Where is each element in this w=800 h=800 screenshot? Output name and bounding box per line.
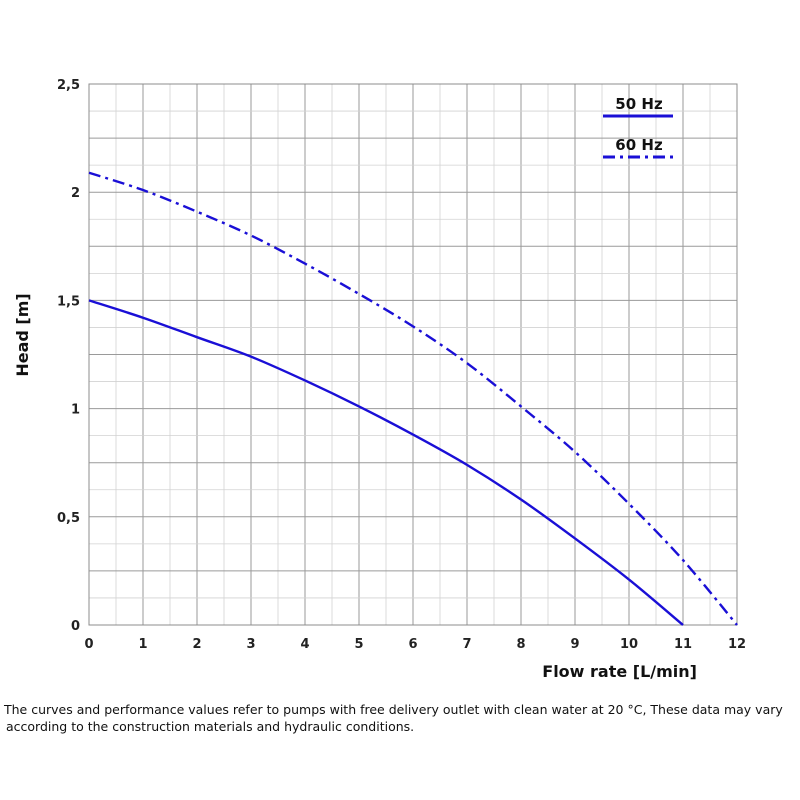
chart-grid (88, 83, 738, 626)
y-tick-label: 0,5 (57, 511, 80, 526)
x-tick-label: 5 (354, 637, 363, 652)
x-tick-label: 10 (620, 637, 638, 652)
y-tick-label: 2,5 (57, 78, 80, 93)
plot-frame (88, 83, 738, 626)
pump-performance-chart: 0 1 2 3 4 5 6 7 8 9 10 11 12 00,511,522,5 Flow rate … (13, 78, 746, 681)
disclaimer-note: The curves and performance values refer … (4, 701, 784, 735)
x-tick-label: 7 (462, 637, 471, 652)
x-tick-label: 3 (246, 637, 255, 652)
x-tick-label: 0 (84, 637, 93, 652)
y-tick-label: 0 (71, 619, 80, 634)
y-axis-ticks: 0 0,5 1 1,5 2 2,5 (57, 78, 80, 634)
x-tick-label: 6 (408, 637, 417, 652)
y-axis-title: Head [m] (13, 293, 32, 376)
y-tick-label: 2 (71, 186, 80, 201)
series-line-50hz (88, 299, 684, 626)
x-axis-title: Flow rate [L/min] (542, 662, 697, 681)
series-line-60hz (88, 171, 738, 626)
x-tick-label: 9 (570, 637, 579, 652)
chart-legend: 50 Hz 60 Hz (603, 95, 673, 159)
x-tick-label: 12 (728, 637, 746, 652)
x-tick-label: 8 (516, 637, 525, 652)
x-tick-label: 1 (138, 637, 147, 652)
y-tick-label: 1 (71, 403, 80, 418)
disclaimer-line-2: according to the construction materials … (6, 719, 415, 734)
y-tick-label: 1,5 (57, 294, 80, 309)
x-tick-label: 11 (674, 637, 692, 652)
chart-series (88, 171, 738, 626)
disclaimer-line-1: The curves and performance values refer … (4, 702, 783, 717)
x-tick-label: 4 (300, 637, 309, 652)
x-tick-label: 2 (192, 637, 201, 652)
x-axis-ticks: 0 1 2 3 4 5 6 7 8 9 10 11 12 (84, 637, 746, 652)
legend-label: 50 Hz (615, 95, 663, 113)
legend-label: 60 Hz (615, 136, 663, 154)
